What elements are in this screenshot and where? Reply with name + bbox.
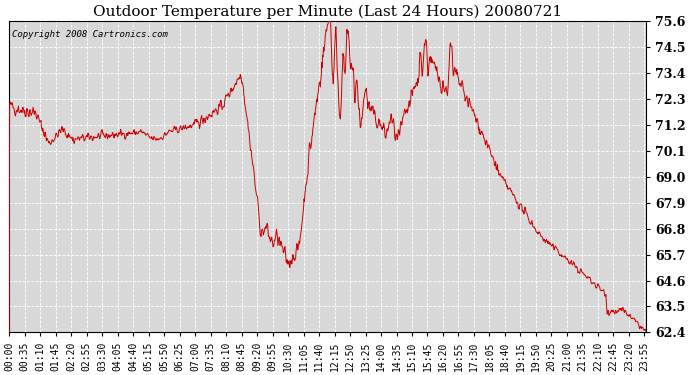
Text: Copyright 2008 Cartronics.com: Copyright 2008 Cartronics.com xyxy=(12,30,168,39)
Title: Outdoor Temperature per Minute (Last 24 Hours) 20080721: Outdoor Temperature per Minute (Last 24 … xyxy=(93,4,562,18)
